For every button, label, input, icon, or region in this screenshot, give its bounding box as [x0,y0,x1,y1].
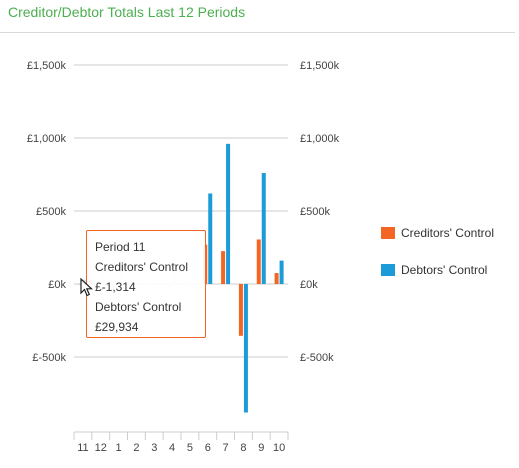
x-tick-label: 5 [187,442,193,454]
legend-item-debtors[interactable]: Debtors' Control [381,263,487,277]
mouse-cursor-icon [80,278,94,297]
tooltip-debtors-label: Debtors' Control [95,300,182,314]
y-tick-label-left: £0k [48,279,66,291]
legend-swatch-debtors [381,264,395,276]
y-tick-label-left: £1,000k [27,133,67,145]
tooltip-debtors-value: £29,934 [95,320,139,334]
legend-swatch-creditors [381,227,395,239]
y-tick-label-right: £-500k [300,352,334,364]
x-tick-label: 8 [240,442,246,454]
chart-tooltip: Period 11 Creditors' Control £-1,314 Deb… [86,230,206,338]
bar-debtors-7 [226,143,231,284]
x-tick-label: 2 [133,442,139,454]
x-tick-label: 12 [95,442,107,454]
tooltip-creditors-label: Creditors' Control [95,260,188,274]
x-tick-label: 3 [151,442,157,454]
chart-title: Creditor/Debtor Totals Last 12 Periods [8,4,246,20]
bar-debtors-9 [261,173,266,284]
y-tick-label-right: £500k [300,206,330,218]
x-tick-label: 9 [258,442,264,454]
x-tick-label: 10 [273,442,285,454]
y-tick-label-right: £0k [300,279,318,291]
bar-debtors-8 [243,284,248,413]
bar-creditors-10 [274,273,279,284]
x-tick-label: 4 [169,442,175,454]
bar-debtors-11 [83,279,88,284]
tooltip-period: Period 11 [95,240,146,254]
x-tick-label: 6 [205,442,211,454]
x-tick-label: 11 [77,442,88,454]
y-tick-label-left: £1,500k [27,60,67,72]
bar-debtors-10 [279,260,284,284]
title-divider [0,32,515,33]
legend-item-creditors[interactable]: Creditors' Control [381,226,494,240]
bar-creditors-7 [221,251,226,284]
tooltip-creditors-value: £-1,314 [95,280,136,294]
y-tick-label-left: £-500k [32,352,66,364]
x-tick-label: 7 [223,442,229,454]
legend-label-debtors: Debtors' Control [401,263,488,277]
y-tick-label-left: £500k [36,206,66,218]
legend-label-creditors: Creditors' Control [401,226,494,240]
bar-creditors-9 [256,239,261,284]
x-tick-label: 1 [116,442,122,454]
y-tick-label-right: £1,500k [300,60,340,72]
bar-creditors-8 [238,284,243,336]
bar-debtors-6 [208,193,213,284]
y-tick-label-right: £1,000k [300,133,340,145]
